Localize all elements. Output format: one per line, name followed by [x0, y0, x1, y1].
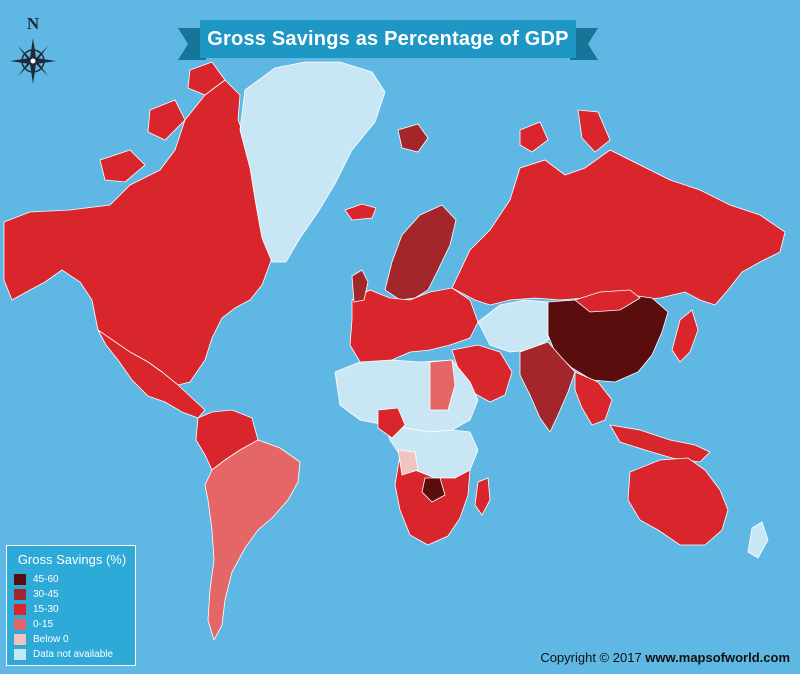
compass-rose: N [8, 14, 58, 84]
region-scandinavia [384, 204, 457, 301]
copyright-prefix: Copyright © 2017 [540, 650, 642, 665]
legend-label: Below 0 [33, 634, 69, 645]
region-se-asia [574, 371, 711, 463]
copyright-site: www.mapsofworld.com [645, 650, 790, 665]
region-angola [397, 449, 419, 476]
legend-swatch [14, 589, 26, 600]
region-uk [351, 269, 369, 303]
region-mongolia [574, 289, 641, 313]
legend-label: 30-45 [33, 589, 59, 600]
region-botswana [421, 477, 446, 503]
region-canada-usa [3, 79, 276, 386]
region-new-zealand [747, 521, 769, 559]
ribbon-shape [178, 20, 598, 60]
region-svalbard [397, 123, 429, 153]
region-europe [349, 287, 479, 366]
legend-swatch [14, 649, 26, 660]
region-arctic-russia [519, 109, 611, 153]
region-russia [451, 149, 786, 306]
legend-swatch [14, 619, 26, 630]
region-iceland [344, 203, 377, 221]
region-australia [627, 457, 729, 546]
legend-swatch [14, 604, 26, 615]
region-egypt [429, 359, 456, 411]
legend-swatch [14, 574, 26, 585]
compass-icon [10, 38, 56, 84]
compass-north-label: N [26, 14, 40, 33]
region-madagascar [474, 477, 491, 516]
map-title: Gross Savings as Percentage of GDP [207, 28, 569, 50]
legend-swatch [14, 634, 26, 645]
legend: Gross Savings (%) 45-60 30-45 15-30 0-15… [6, 545, 136, 666]
legend-label: 0-15 [33, 619, 54, 630]
copyright-text: Copyright © 2017 www.mapsofworld.com [540, 650, 790, 665]
region-brazil-argentina [204, 439, 301, 642]
title-banner: Gross Savings as Percentage of GDP [178, 20, 598, 62]
region-greenland [239, 61, 386, 263]
region-india [519, 341, 576, 433]
legend-label: 15-30 [33, 604, 59, 615]
legend-label: 45-60 [33, 574, 59, 585]
legend-title: Gross Savings (%) [17, 552, 127, 567]
region-nigeria [377, 407, 406, 439]
legend-label: Data not available [33, 649, 114, 660]
region-arctic-islands [99, 61, 226, 183]
region-japan [671, 309, 699, 363]
